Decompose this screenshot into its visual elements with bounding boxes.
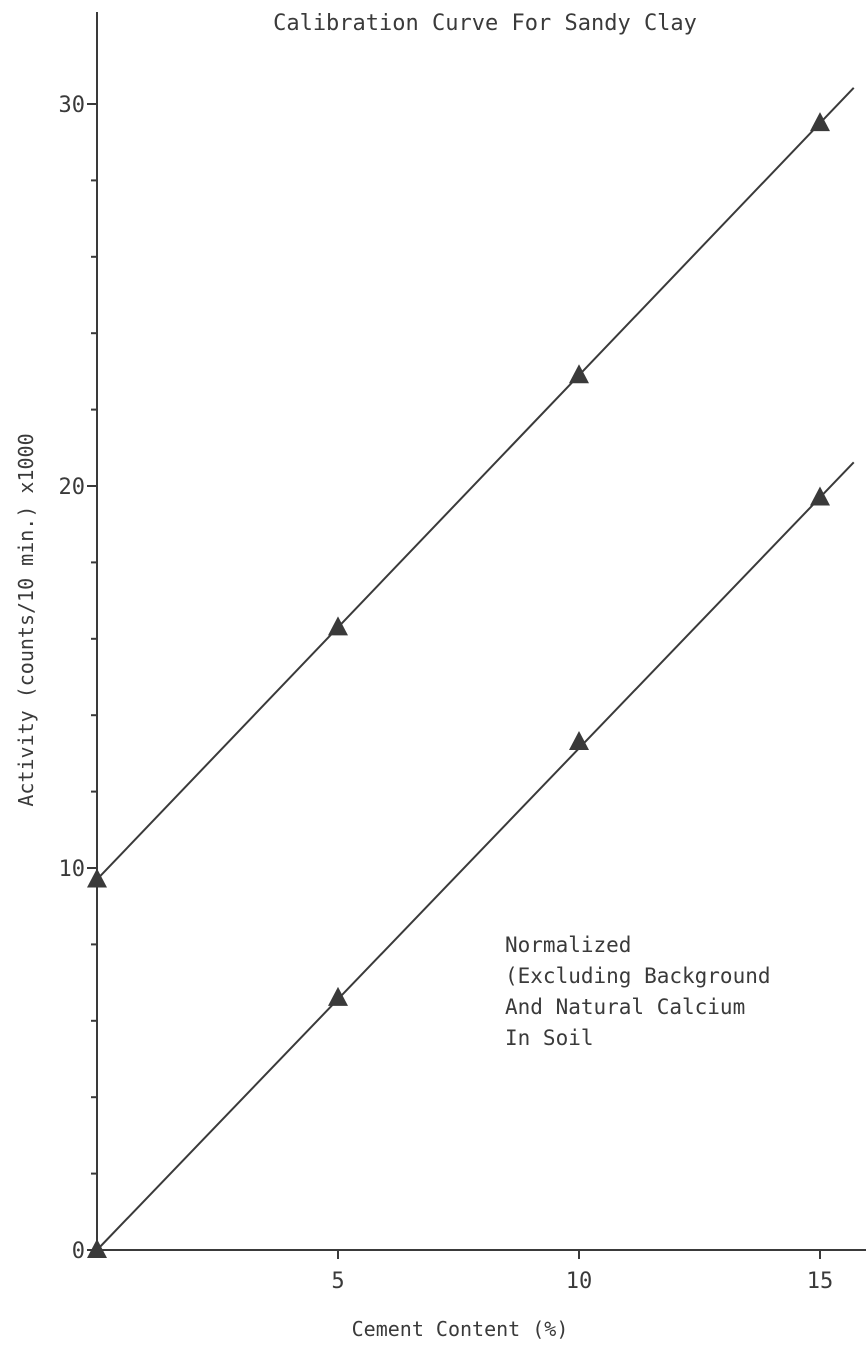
y-tick-label: 20 [59,475,86,500]
series-2-point [810,486,830,506]
series-1-point [87,868,107,888]
series-1-point [328,616,348,636]
y-tick-label: 0 [72,1239,85,1264]
y-axis-label: Activity (counts/10 min.) x1000 [14,433,38,806]
annotation-line-1: Normalized [505,933,631,957]
series-1-point [569,364,589,384]
x-tick-label: 15 [807,1269,834,1294]
y-tick-label: 10 [59,857,86,882]
annotation-note: Normalized (Excluding Background And Nat… [505,933,771,1050]
annotation-line-2: (Excluding Background [505,964,771,988]
x-tick-label: 10 [566,1269,593,1294]
axes [96,12,866,1251]
series-1-point [810,112,830,132]
x-tick-label: 5 [331,1269,344,1294]
series-2-point [328,986,348,1006]
series-2-point [569,730,589,750]
annotation-line-4: In Soil [505,1026,594,1050]
series-2-point [87,1239,107,1258]
y-tick-label: 30 [59,93,86,118]
annotation-line-3: And Natural Calcium [505,995,745,1019]
series-1-line [96,87,855,881]
x-axis-label: Cement Content (%) [352,1317,569,1341]
chart-title: Calibration Curve For Sandy Clay [273,11,697,36]
series-2-line [96,461,855,1251]
